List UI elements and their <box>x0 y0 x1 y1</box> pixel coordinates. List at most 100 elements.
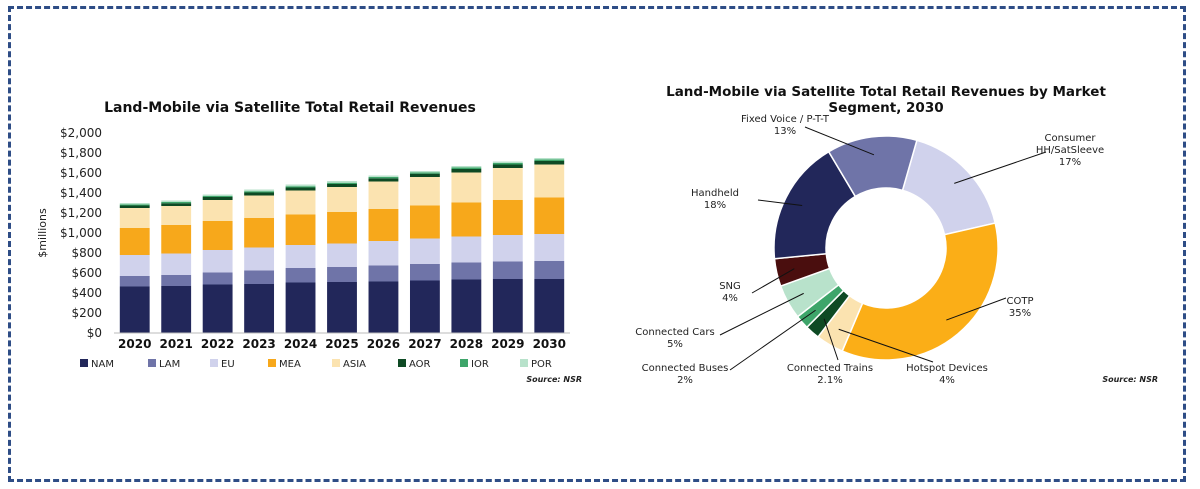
bar-segment-ior-2025 <box>327 182 357 184</box>
leader-line-sng <box>751 268 795 294</box>
y-tick-label: $600 <box>71 266 102 280</box>
bar-segment-lam-2026 <box>368 265 399 282</box>
bar-segment-por-2028 <box>451 166 482 168</box>
bar-segment-nam-2021 <box>161 286 192 333</box>
bar-segment-ior-2026 <box>368 176 399 179</box>
bar-segment-eu-2026 <box>368 241 399 266</box>
bar-segment-nam-2030 <box>534 279 565 333</box>
bar-segment-aor-2030 <box>534 161 565 165</box>
donut-slice-consumer-hh-satsleeve <box>901 139 997 236</box>
slice-pct-sng: 4% <box>722 293 738 304</box>
x-tick-label: 2022 <box>201 337 234 351</box>
legend-item-nam: NAM <box>80 359 114 370</box>
y-tick-label: $1,800 <box>60 146 102 160</box>
bar-segment-lam-2029 <box>492 261 523 279</box>
bar-segment-por-2024 <box>285 184 316 187</box>
slice-pct-hotspot-devices: 4% <box>939 375 955 386</box>
dashed-frame <box>8 6 1186 482</box>
bar-segment-eu-2027 <box>409 238 440 264</box>
bar-segment-mea-2022 <box>202 221 233 250</box>
x-tick-label: 2024 <box>284 337 317 351</box>
bar-segment-eu-2028 <box>451 236 482 263</box>
bar-segment-eu-2029 <box>492 235 523 262</box>
bar-segment-aor-2027 <box>409 173 440 177</box>
y-tick-label: $800 <box>71 246 102 260</box>
bar-segment-por-2022 <box>202 194 233 196</box>
x-tick-label: 2020 <box>118 337 151 351</box>
bar-segment-aor-2020 <box>119 205 150 208</box>
bar-segment-asia-2023 <box>244 195 275 218</box>
bar-segment-ior-2024 <box>285 186 316 188</box>
bar-segment-mea-2021 <box>161 225 192 254</box>
bar-segment-lam-2030 <box>534 261 565 279</box>
donut-source: Source: NSR <box>1102 375 1158 384</box>
bar-segment-por-2025 <box>327 181 357 183</box>
bar-segment-lam-2021 <box>161 275 192 286</box>
x-tick-label: 2021 <box>159 337 192 351</box>
bar-segment-aor-2029 <box>492 164 523 168</box>
bar-segment-por-2026 <box>368 175 399 177</box>
bar-segment-asia-2030 <box>534 164 565 198</box>
slice-label-sng: SNG <box>719 281 741 292</box>
bar-segment-asia-2021 <box>161 206 192 225</box>
bar-segment-eu-2025 <box>327 243 357 267</box>
bar-chart: Land-Mobile via Satellite Total Retail R… <box>36 100 582 384</box>
bar-segment-eu-2022 <box>202 250 233 273</box>
donut-slice-cotp <box>841 222 999 361</box>
bar-segment-ior-2029 <box>492 163 523 165</box>
legend-label: IOR <box>471 359 489 370</box>
bar-segment-asia-2029 <box>492 168 523 200</box>
bar-segment-nam-2022 <box>202 284 233 333</box>
bar-segment-por-2023 <box>244 189 275 192</box>
bar-segment-por-2030 <box>534 158 565 160</box>
bar-segment-aor-2024 <box>285 187 316 191</box>
bar-segment-eu-2021 <box>161 253 192 275</box>
bar-segment-asia-2020 <box>119 208 150 228</box>
bar-segment-aor-2021 <box>161 203 192 206</box>
bar-segment-nam-2020 <box>119 286 150 333</box>
legend-item-lam: LAM <box>148 359 180 370</box>
slice-pct-cotp: 35% <box>1009 308 1031 319</box>
legend-label: AOR <box>409 359 431 370</box>
bar-chart-source: Source: NSR <box>526 375 582 384</box>
slice-pct-connected-buses: 2% <box>677 375 693 386</box>
legend-item-ior: IOR <box>460 359 489 370</box>
slice-label-consumer-hh-satsleeve: Consumer <box>1045 133 1097 144</box>
slice-label-connected-cars: Connected Cars <box>635 327 714 338</box>
bar-segment-nam-2028 <box>451 279 482 333</box>
bar-segment-ior-2030 <box>534 159 565 161</box>
y-tick-label: $0 <box>87 326 102 340</box>
bar-segment-nam-2025 <box>327 282 357 333</box>
bar-segment-nam-2024 <box>285 282 316 333</box>
bar-segment-mea-2027 <box>409 205 440 239</box>
legend-item-mea: MEA <box>268 359 301 370</box>
slice-label-connected-buses: Connected Buses <box>642 363 729 374</box>
leader-line-fixed-voice-p-t-t <box>804 126 875 156</box>
slice-pct-handheld: 18% <box>704 200 726 211</box>
legend-item-asia: ASIA <box>332 359 366 370</box>
bar-segment-ior-2022 <box>202 195 233 197</box>
legend-label: POR <box>531 359 552 370</box>
bar-segment-asia-2025 <box>327 187 357 212</box>
leader-line-hotspot-devices <box>838 328 934 363</box>
donut-title-line-2: Segment, 2030 <box>828 100 943 116</box>
bar-segment-eu-2024 <box>285 245 316 268</box>
bar-segment-lam-2024 <box>285 268 316 283</box>
bar-segment-ior-2028 <box>451 167 482 169</box>
y-tick-label: $1,200 <box>60 206 102 220</box>
y-axis-label: $millions <box>36 208 49 258</box>
bar-chart-title: Land-Mobile via Satellite Total Retail R… <box>104 100 476 116</box>
x-tick-label: 2029 <box>491 337 524 351</box>
legend-label: NAM <box>91 359 114 370</box>
bar-segment-por-2021 <box>161 200 192 202</box>
y-tick-label: $200 <box>71 306 102 320</box>
leader-line-consumer-hh-satsleeve <box>954 151 1047 184</box>
y-tick-label: $1,400 <box>60 186 102 200</box>
slice-label-hotspot-devices: Hotspot Devices <box>906 363 988 374</box>
bar-segment-lam-2025 <box>327 267 357 282</box>
donut-chart: Land-Mobile via Satellite Total Retail R… <box>635 84 1158 386</box>
slice-label-connected-trains: Connected Trains <box>787 363 873 374</box>
legend-swatch <box>332 359 340 367</box>
bar-segment-aor-2026 <box>368 178 399 182</box>
bar-segment-mea-2030 <box>534 197 565 234</box>
